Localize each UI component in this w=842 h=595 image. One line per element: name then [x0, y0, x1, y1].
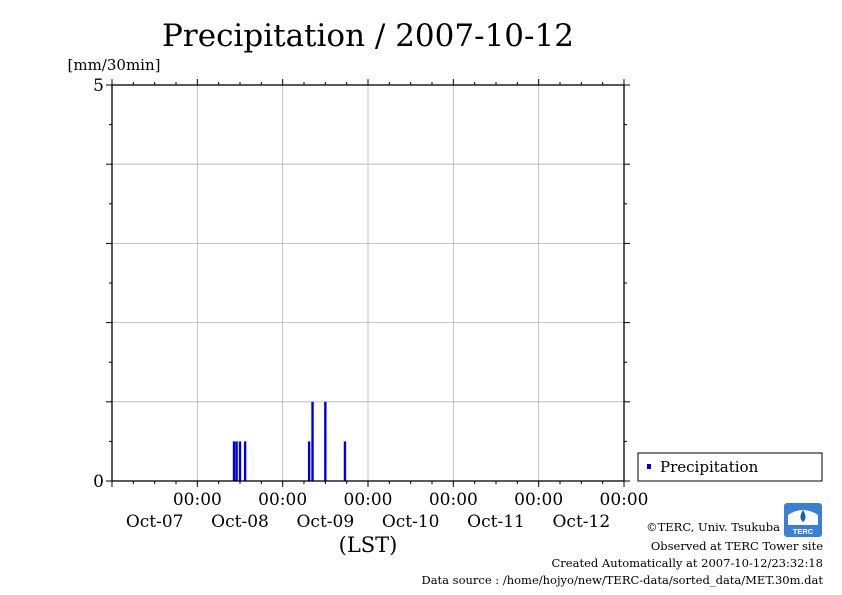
x-tick-date-label: Oct-11 [467, 512, 525, 532]
x-tick-date-label: Oct-09 [296, 512, 354, 532]
precipitation-bar [307, 441, 311, 481]
x-tick-time-label: 00:00 [429, 490, 478, 510]
chart-title: Precipitation / 2007-10-12 [162, 18, 574, 54]
legend-swatch [647, 464, 651, 469]
legend-box [637, 452, 823, 482]
logo-text: TERC [793, 527, 814, 536]
y-axis-unit-label: [mm/30min] [68, 56, 161, 74]
precipitation-bar [235, 441, 238, 481]
axis-ticks [106, 79, 630, 487]
created-timestamp-text: Created Automatically at 2007-10-12/23:3… [552, 556, 824, 570]
precipitation-bar [324, 401, 327, 481]
copyright-text: ©TERC, Univ. Tsukuba [646, 520, 780, 534]
terc-logo: TERC [784, 503, 822, 537]
y-tick-label: 0 [93, 472, 104, 492]
x-tick-time-label: 00:00 [344, 490, 393, 510]
precipitation-bar [243, 441, 247, 481]
grid-lines [112, 85, 625, 481]
x-tick-time-label: 00:00 [600, 490, 649, 510]
legend-label: Precipitation [660, 458, 759, 476]
precipitation-bar [238, 441, 242, 481]
x-tick-time-label: 00:00 [173, 490, 222, 510]
x-axis-label: (LST) [339, 533, 398, 557]
x-tick-date-label: Oct-08 [211, 512, 269, 532]
precipitation-bar [343, 441, 347, 481]
y-tick-label: 5 [93, 76, 104, 96]
x-tick-time-label: 00:00 [258, 490, 307, 510]
axis-tick-labels: 0500:00Oct-0700:00Oct-0800:00Oct-0900:00… [93, 76, 648, 532]
precipitation-bar [232, 441, 236, 481]
x-tick-date-label: Oct-10 [382, 512, 440, 532]
x-tick-date-label: Oct-07 [126, 512, 184, 532]
x-tick-date-label: Oct-12 [552, 512, 610, 532]
data-source-text: Data source : /home/hojyo/new/TERC-data/… [421, 573, 823, 587]
legend: Precipitation [637, 452, 823, 482]
observed-site-text: Observed at TERC Tower site [651, 539, 823, 553]
precipitation-bars [232, 401, 347, 481]
logo-drop [800, 510, 806, 522]
precipitation-bar [311, 401, 314, 481]
x-tick-time-label: 00:00 [514, 490, 563, 510]
